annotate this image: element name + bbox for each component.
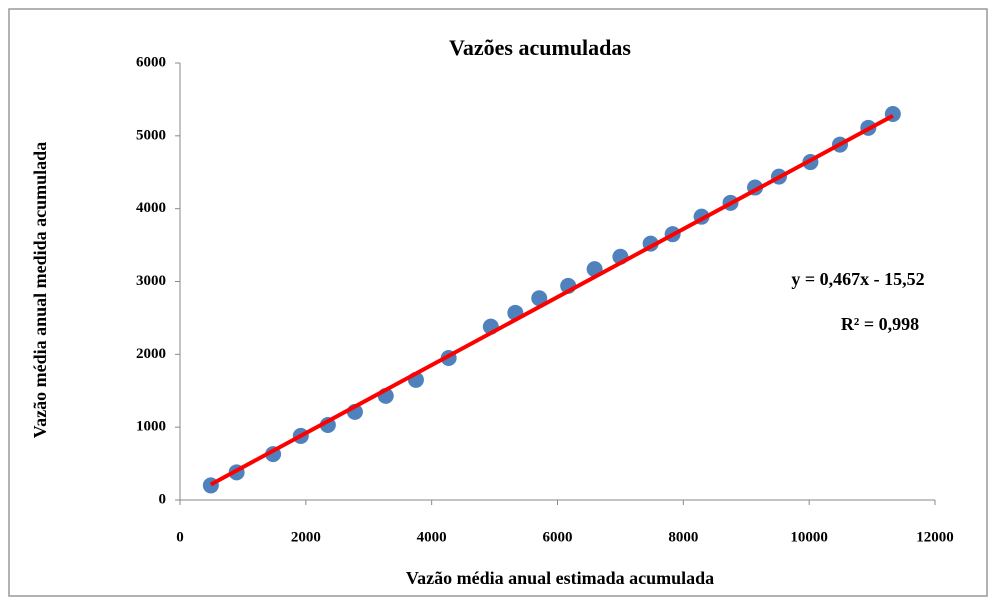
- x-tick-label: 10000: [790, 529, 828, 545]
- x-tick-label: 4000: [417, 529, 447, 545]
- r-squared: R² = 0,998: [841, 314, 919, 334]
- x-tick-label: 12000: [916, 529, 954, 545]
- y-tick-label: 5000: [136, 127, 166, 143]
- chart-border: [8, 8, 988, 597]
- x-tick-label: 6000: [543, 529, 573, 545]
- y-tick-label: 1000: [136, 419, 166, 435]
- x-tick-label: 2000: [291, 529, 321, 545]
- y-tick-label: 2000: [136, 346, 166, 362]
- x-tick-label: 0: [176, 529, 184, 545]
- y-tick-label: 6000: [136, 54, 166, 70]
- trendline: [209, 114, 894, 487]
- trend-equation: y = 0,467x - 15,52: [791, 269, 924, 289]
- x-tick-label: 8000: [668, 529, 698, 545]
- y-axis-label: Vazão média anual medida acumulada: [30, 142, 50, 438]
- y-tick-label: 3000: [136, 273, 166, 289]
- x-axis-label: Vazão média anual estimada acumulada: [406, 568, 714, 588]
- y-tick-label: 0: [159, 491, 167, 507]
- y-tick-label: 4000: [136, 200, 166, 216]
- chart-title: Vazões acumuladas: [449, 35, 631, 60]
- data-point: [531, 290, 548, 307]
